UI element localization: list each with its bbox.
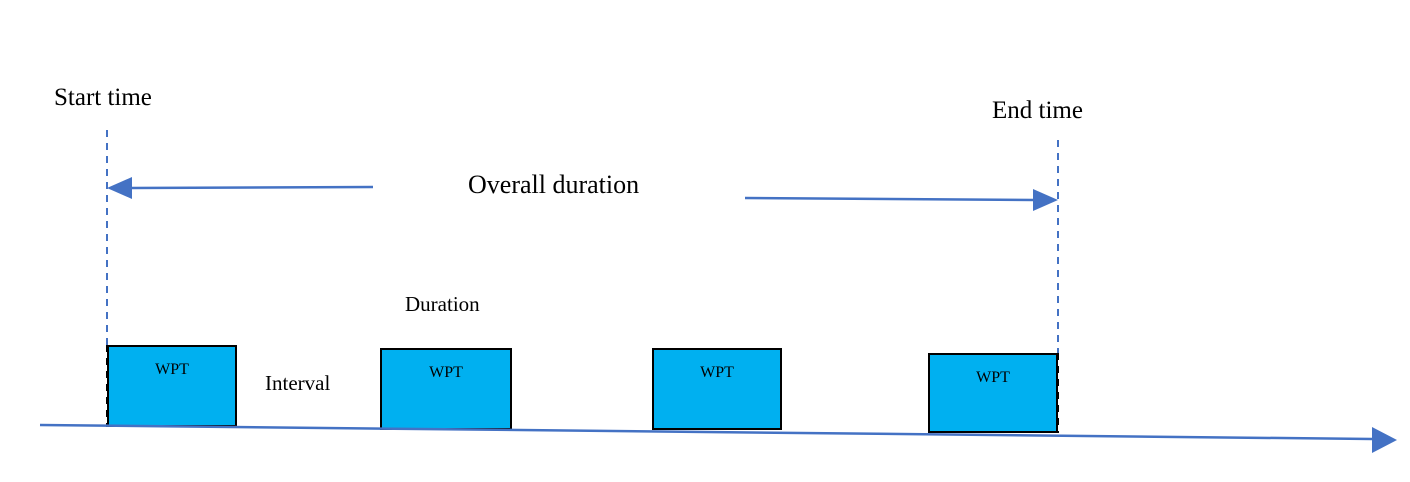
wpt-box-4: WPT [928, 353, 1058, 433]
timeline-arrowhead-icon [1372, 427, 1397, 453]
overall-duration-left-arrowhead-icon [107, 177, 132, 199]
wpt-box-4-label: WPT [976, 369, 1010, 386]
overall-duration-right-arrow-line [744, 196, 1036, 202]
wpt-box-2-label: WPT [429, 364, 463, 381]
wpt-box-3-label: WPT [700, 364, 734, 381]
end-time-label: End time [992, 97, 1083, 124]
wpt-box-1-label: WPT [155, 361, 189, 378]
overall-duration-label: Overall duration [468, 170, 640, 199]
wpt-box-2: WPT [380, 348, 512, 430]
interval-label: Interval [265, 371, 331, 395]
wpt-box-1: WPT [107, 345, 237, 427]
wpt-box-3: WPT [652, 348, 782, 430]
overall-duration-right-arrowhead-icon [1033, 189, 1058, 211]
duration-label: Duration [405, 292, 480, 316]
start-time-label: Start time [54, 84, 152, 111]
overall-duration-left-arrow-line [129, 185, 374, 190]
